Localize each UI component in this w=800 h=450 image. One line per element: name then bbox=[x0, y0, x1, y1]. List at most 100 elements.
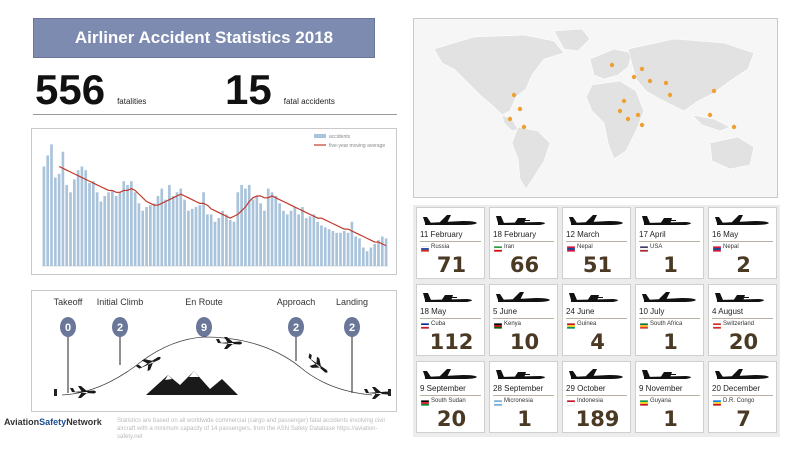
accidents-bar bbox=[95, 192, 99, 266]
accidents-bar bbox=[285, 214, 289, 266]
accident-date: 10 July bbox=[639, 307, 665, 316]
accident-location-dot bbox=[663, 80, 669, 86]
accident-card[interactable]: 4 August Switzerland 20 bbox=[708, 284, 777, 356]
accidents-bar bbox=[384, 238, 388, 266]
accidents-bar bbox=[221, 210, 224, 266]
accidents-bar bbox=[358, 238, 361, 266]
accidents-bar bbox=[103, 195, 107, 266]
card-divider bbox=[712, 395, 773, 396]
accidents-bar bbox=[365, 251, 369, 266]
africa-shape bbox=[585, 80, 645, 160]
accident-fatalities: 1 bbox=[663, 330, 678, 354]
accidents-bar bbox=[282, 210, 285, 266]
accident-card[interactable]: 18 May Cuba 112 bbox=[416, 284, 485, 356]
aircraft-silhouette-icon bbox=[569, 369, 623, 379]
accidents-bar bbox=[42, 166, 46, 266]
accidents-bar bbox=[118, 192, 122, 266]
accident-card[interactable]: 18 February Iran 66 bbox=[489, 207, 558, 279]
accident-card[interactable]: 20 December D.R. Congo 7 bbox=[708, 361, 777, 433]
phase-label: Approach bbox=[277, 297, 316, 307]
phase-count: 9 bbox=[201, 322, 207, 334]
accident-location-dot bbox=[517, 106, 523, 112]
accident-date: 11 February bbox=[420, 230, 463, 239]
fatalities-stat: 556 fatalities bbox=[35, 68, 146, 112]
accident-location-dot bbox=[639, 66, 645, 72]
accidents-bar bbox=[225, 214, 228, 266]
accidents-bar bbox=[61, 151, 65, 266]
accidents-bar bbox=[263, 210, 266, 266]
phase-count-badge bbox=[112, 317, 128, 337]
accidents-bar bbox=[270, 192, 274, 266]
climb-plane-icon bbox=[135, 356, 161, 372]
accidents-bar bbox=[202, 192, 205, 266]
landing-plane-icon bbox=[364, 387, 390, 399]
country-flag-icon bbox=[567, 246, 575, 252]
phase-count: 2 bbox=[117, 322, 123, 334]
country-flag-icon bbox=[640, 323, 648, 329]
accidents-bar bbox=[50, 144, 53, 266]
approach-plane-icon bbox=[308, 353, 328, 373]
accident-card[interactable]: 24 June Guinea 4 bbox=[562, 284, 631, 356]
accidents-bar bbox=[251, 199, 255, 266]
footer-note: Statistics are based on all worldwide co… bbox=[117, 418, 385, 440]
page-title: Airliner Accident Statistics 2018 bbox=[33, 18, 375, 58]
accident-card[interactable]: 5 June Kenya 10 bbox=[489, 284, 558, 356]
accidents-bar bbox=[236, 192, 240, 266]
accidents-bar bbox=[331, 230, 335, 266]
accident-card[interactable]: 16 May Nepal 2 bbox=[708, 207, 777, 279]
card-divider bbox=[639, 395, 700, 396]
accidents-bar bbox=[209, 214, 213, 266]
accidents-bar bbox=[354, 236, 358, 266]
accident-card[interactable]: 9 September South Sudan 20 bbox=[416, 361, 485, 433]
runway-marker-icon bbox=[388, 389, 391, 396]
accidents-bar bbox=[308, 216, 312, 266]
accident-date: 12 March bbox=[566, 230, 600, 239]
accidents-bar bbox=[323, 227, 327, 266]
accidents-bar bbox=[350, 221, 354, 266]
accidents-bar bbox=[107, 192, 110, 266]
country-flag-icon bbox=[494, 246, 502, 252]
accidents-bar bbox=[57, 173, 61, 266]
flight-phase-panel: Takeoff 0 Initial Climb 2 En Route 9 Approach 2… bbox=[31, 290, 397, 412]
accidents-bar bbox=[88, 183, 91, 266]
accidents-bar bbox=[274, 195, 278, 266]
phase-label: Initial Climb bbox=[97, 297, 144, 307]
accident-card[interactable]: 11 February Russia 71 bbox=[416, 207, 485, 279]
accident-locations bbox=[507, 62, 737, 130]
country-flag-icon bbox=[421, 246, 429, 252]
flight-phase-diagram: Takeoff 0 Initial Climb 2 En Route 9 Approach 2… bbox=[54, 297, 391, 399]
accidents-bar bbox=[122, 181, 126, 266]
accidents-bar bbox=[304, 218, 308, 266]
card-divider bbox=[420, 395, 481, 396]
accidents-bar bbox=[190, 208, 194, 266]
accident-country: Guyana bbox=[650, 398, 672, 404]
accident-card[interactable]: 29 October Indonesia 189 bbox=[562, 361, 631, 433]
accident-country: South Africa bbox=[650, 321, 683, 327]
accidents-bar bbox=[145, 207, 148, 266]
accident-fatalities: 1 bbox=[663, 407, 678, 431]
accident-country: Iran bbox=[504, 244, 515, 250]
aircraft-silhouette-icon bbox=[496, 292, 550, 302]
fatal-accidents-value: 15 bbox=[225, 66, 272, 113]
north-america-shape bbox=[433, 34, 565, 116]
accidents-bar bbox=[92, 181, 95, 266]
accidents-bar bbox=[339, 232, 342, 266]
accident-card[interactable]: 28 September Micronesia 1 bbox=[489, 361, 558, 433]
fatal-accidents-label: fatal accidents bbox=[283, 97, 335, 106]
australia-shape bbox=[709, 136, 755, 170]
accidents-bar bbox=[335, 232, 338, 266]
phase-count-badge bbox=[60, 317, 76, 337]
accidents-bar bbox=[149, 205, 152, 266]
accident-country: Nepal bbox=[723, 244, 739, 250]
card-divider bbox=[566, 241, 627, 242]
accident-card[interactable]: 12 March Nepal 51 bbox=[562, 207, 631, 279]
accident-card[interactable]: 10 July South Africa 1 bbox=[635, 284, 704, 356]
country-flag-icon bbox=[640, 400, 648, 406]
phase-label: Takeoff bbox=[54, 297, 83, 307]
accident-location-dot bbox=[631, 74, 637, 80]
accidents-bar bbox=[373, 243, 377, 266]
accident-card[interactable]: 17 April USA 1 bbox=[635, 207, 704, 279]
accident-card[interactable]: 9 November Guyana 1 bbox=[635, 361, 704, 433]
accident-fatalities: 51 bbox=[582, 253, 613, 277]
aircraft-silhouette-icon bbox=[715, 215, 769, 225]
